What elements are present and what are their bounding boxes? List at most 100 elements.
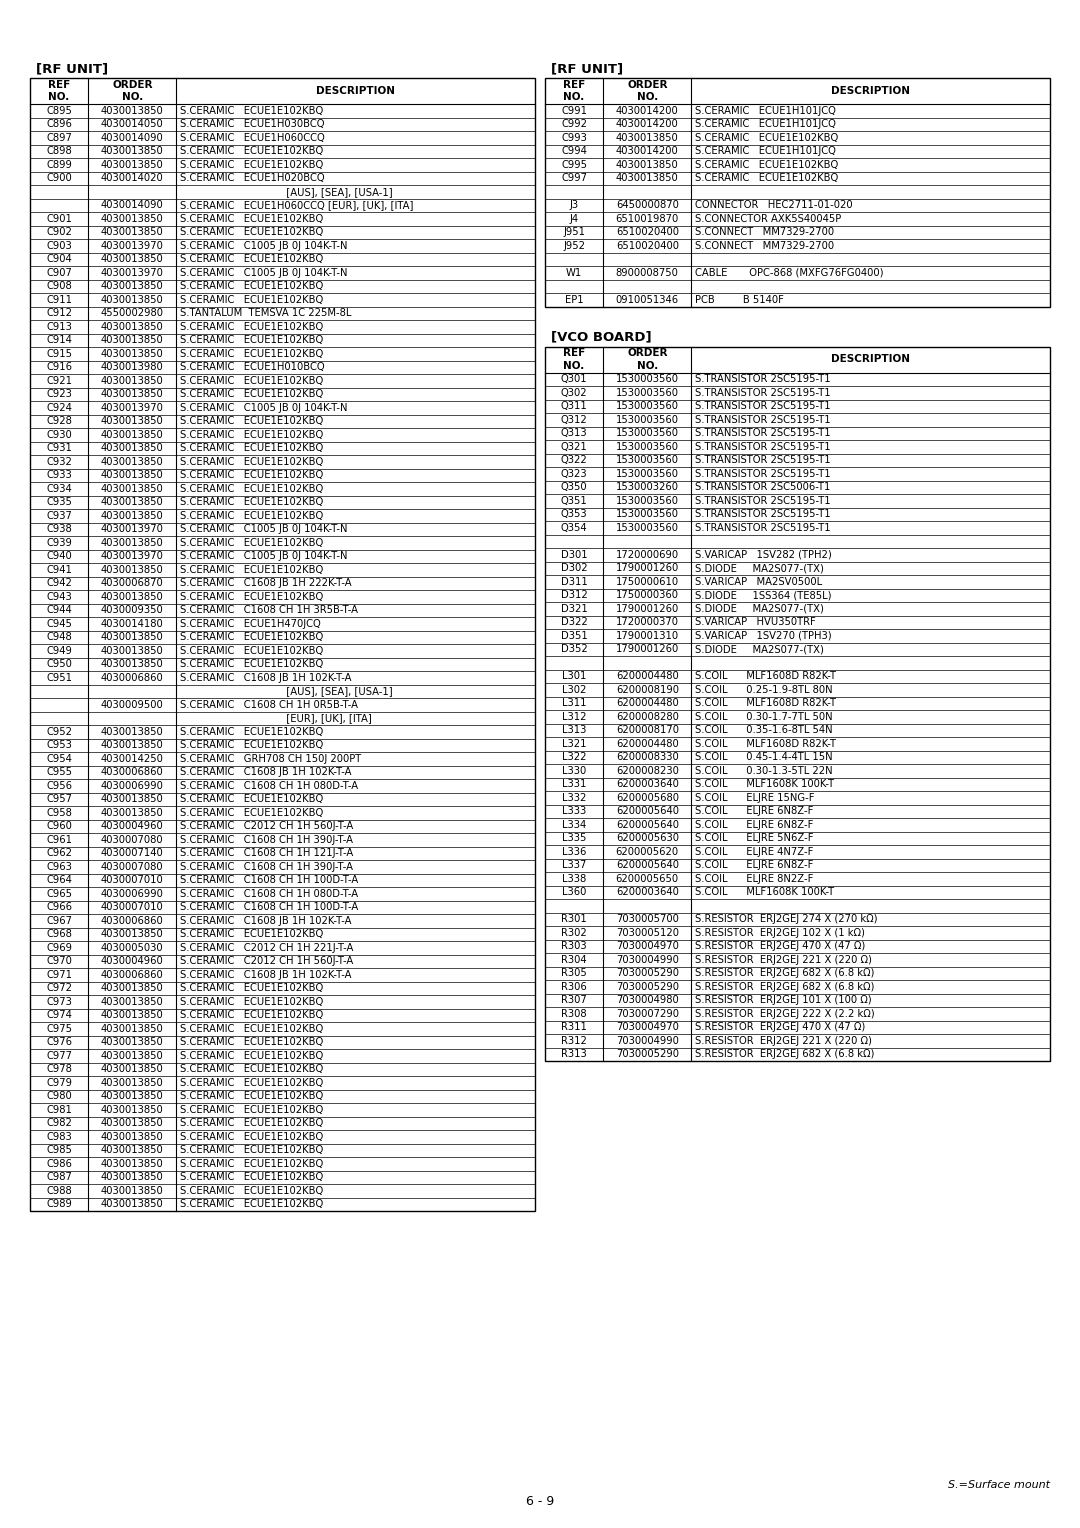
- Text: 4030007010: 4030007010: [100, 876, 164, 885]
- Text: S.RESISTOR  ERJ2GEJ 102 X (1 kΩ): S.RESISTOR ERJ2GEJ 102 X (1 kΩ): [696, 927, 865, 938]
- Text: S.VARICAP   MA2SV0500L: S.VARICAP MA2SV0500L: [696, 576, 823, 587]
- Text: C911: C911: [46, 295, 72, 304]
- Text: 4550002980: 4550002980: [100, 309, 164, 318]
- Text: 4030013850: 4030013850: [100, 457, 164, 466]
- Text: C900: C900: [46, 173, 72, 183]
- Text: S.TRANSISTOR 2SC5195-T1: S.TRANSISTOR 2SC5195-T1: [696, 523, 832, 533]
- Text: 4030013850: 4030013850: [100, 740, 164, 750]
- Text: C932: C932: [46, 457, 72, 466]
- Text: S.CERAMIC   C1005 JB 0J 104K-T-N: S.CERAMIC C1005 JB 0J 104K-T-N: [180, 241, 348, 251]
- Text: 4030005030: 4030005030: [100, 943, 163, 953]
- Text: R301: R301: [562, 914, 586, 924]
- Text: S.CERAMIC   ECUE1E102KBQ: S.CERAMIC ECUE1E102KBQ: [180, 322, 324, 332]
- Text: S.CERAMIC   C1608 CH 1H 3R5B-T-A: S.CERAMIC C1608 CH 1H 3R5B-T-A: [180, 605, 359, 616]
- Text: 4030006990: 4030006990: [100, 889, 164, 898]
- Text: R312: R312: [562, 1036, 586, 1045]
- Text: C961: C961: [46, 834, 72, 845]
- Text: 1530003560: 1530003560: [616, 388, 678, 397]
- Text: [RF UNIT]: [RF UNIT]: [551, 63, 623, 75]
- Text: 1530003560: 1530003560: [616, 455, 678, 465]
- Text: 1530003560: 1530003560: [616, 428, 678, 439]
- Text: 7030004990: 7030004990: [616, 1036, 678, 1045]
- Text: 4030006860: 4030006860: [100, 915, 164, 926]
- Text: Q350: Q350: [561, 483, 588, 492]
- Text: S.CERAMIC   GRH708 CH 150J 200PT: S.CERAMIC GRH708 CH 150J 200PT: [180, 753, 362, 764]
- Text: 4030013850: 4030013850: [100, 160, 164, 170]
- Text: C950: C950: [46, 659, 72, 669]
- Text: C931: C931: [46, 443, 72, 454]
- Text: REF
NO.: REF NO.: [563, 348, 585, 371]
- Text: 4030013850: 4030013850: [100, 1118, 164, 1128]
- Text: S.COIL      MLF1608K 100K-T: S.COIL MLF1608K 100K-T: [696, 888, 835, 897]
- Text: J951: J951: [563, 228, 585, 237]
- Text: 4030013970: 4030013970: [100, 524, 164, 535]
- Text: [RF UNIT]: [RF UNIT]: [36, 63, 108, 75]
- Text: S.CERAMIC   ECUE1E102KBQ: S.CERAMIC ECUE1E102KBQ: [180, 443, 324, 454]
- Text: S.RESISTOR  ERJ2GEJ 274 X (270 kΩ): S.RESISTOR ERJ2GEJ 274 X (270 kΩ): [696, 914, 878, 924]
- Text: C981: C981: [46, 1105, 72, 1115]
- Text: 7030007290: 7030007290: [616, 1008, 678, 1019]
- Text: 4030013850: 4030013850: [100, 1105, 164, 1115]
- Text: 4030013850: 4030013850: [100, 565, 164, 575]
- Text: C921: C921: [46, 376, 72, 385]
- Text: DESCRIPTION: DESCRIPTION: [316, 86, 395, 96]
- Text: S.RESISTOR  ERJ2GEJ 470 X (47 Ω): S.RESISTOR ERJ2GEJ 470 X (47 Ω): [696, 941, 866, 952]
- Text: C962: C962: [46, 848, 72, 859]
- Text: S.CERAMIC   ECUE1H101JCQ: S.CERAMIC ECUE1H101JCQ: [696, 147, 836, 156]
- Text: S.COIL      ELJRE 5N6Z-F: S.COIL ELJRE 5N6Z-F: [696, 833, 814, 843]
- Text: S.CERAMIC   ECUE1E102KBQ: S.CERAMIC ECUE1E102KBQ: [696, 133, 839, 142]
- Text: C938: C938: [46, 524, 72, 535]
- Text: 4030014200: 4030014200: [616, 147, 678, 156]
- Text: ORDER
NO.: ORDER NO.: [627, 79, 667, 102]
- Text: S.TRANSISTOR 2SC5195-T1: S.TRANSISTOR 2SC5195-T1: [696, 388, 832, 397]
- Text: C956: C956: [46, 781, 72, 792]
- Text: S.CERAMIC   ECUE1E102KBQ: S.CERAMIC ECUE1E102KBQ: [180, 538, 324, 547]
- Text: S.CERAMIC   ECUE1E102KBQ: S.CERAMIC ECUE1E102KBQ: [180, 1063, 324, 1074]
- Text: C954: C954: [46, 753, 72, 764]
- Text: S.CERAMIC   C1005 JB 0J 104K-T-N: S.CERAMIC C1005 JB 0J 104K-T-N: [180, 524, 348, 535]
- Text: S.CERAMIC   C1608 CH 1H 390J-T-A: S.CERAMIC C1608 CH 1H 390J-T-A: [180, 862, 353, 872]
- Text: 6200004480: 6200004480: [616, 671, 678, 681]
- Text: S.TRANSISTOR 2SC5195-T1: S.TRANSISTOR 2SC5195-T1: [696, 374, 832, 384]
- Text: C986: C986: [46, 1158, 72, 1169]
- Text: S.COIL      0.30-1.7-7TL 50N: S.COIL 0.30-1.7-7TL 50N: [696, 712, 833, 721]
- Text: 4030013850: 4030013850: [100, 322, 164, 332]
- Text: 4030014180: 4030014180: [100, 619, 164, 628]
- Text: D321: D321: [561, 604, 588, 614]
- Text: C997: C997: [561, 173, 588, 183]
- Text: 4030013850: 4030013850: [100, 1172, 164, 1183]
- Text: 4030006860: 4030006860: [100, 767, 164, 778]
- Text: 4030013850: 4030013850: [100, 510, 164, 521]
- Text: 1790001310: 1790001310: [616, 631, 679, 640]
- Text: S.CERAMIC   ECUE1E102KBQ: S.CERAMIC ECUE1E102KBQ: [180, 429, 324, 440]
- Text: 4030013850: 4030013850: [100, 348, 164, 359]
- Text: S.COIL      ELJRE 15NG-F: S.COIL ELJRE 15NG-F: [696, 793, 815, 802]
- Text: C971: C971: [46, 970, 72, 979]
- Text: C896: C896: [46, 119, 72, 130]
- Text: J952: J952: [563, 241, 585, 251]
- Text: 4030013850: 4030013850: [100, 659, 164, 669]
- Text: C934: C934: [46, 484, 72, 494]
- Text: S.CERAMIC   C2012 CH 1H 560J-T-A: S.CERAMIC C2012 CH 1H 560J-T-A: [180, 821, 354, 831]
- Text: 6 - 9: 6 - 9: [526, 1494, 554, 1508]
- Text: L338: L338: [562, 874, 586, 883]
- Text: C992: C992: [561, 119, 588, 130]
- Text: C964: C964: [46, 876, 72, 885]
- Text: D301: D301: [561, 550, 588, 559]
- Text: S.CERAMIC   ECUE1E102KBQ: S.CERAMIC ECUE1E102KBQ: [180, 565, 324, 575]
- Text: C908: C908: [46, 281, 72, 292]
- Text: 6510020400: 6510020400: [616, 228, 678, 237]
- Text: S.COIL      0.35-1.6-8TL 54N: S.COIL 0.35-1.6-8TL 54N: [696, 726, 833, 735]
- Text: S.RESISTOR  ERJ2GEJ 682 X (6.8 kΩ): S.RESISTOR ERJ2GEJ 682 X (6.8 kΩ): [696, 969, 875, 978]
- Text: 7030005120: 7030005120: [616, 927, 678, 938]
- Text: C948: C948: [46, 633, 72, 642]
- Text: S.CERAMIC   ECUE1E102KBQ: S.CERAMIC ECUE1E102KBQ: [180, 497, 324, 507]
- Text: S.CERAMIC   ECUE1E102KBQ: S.CERAMIC ECUE1E102KBQ: [696, 173, 839, 183]
- Text: C973: C973: [46, 996, 72, 1007]
- Text: S.CERAMIC   C1608 JB 1H 102K-T-A: S.CERAMIC C1608 JB 1H 102K-T-A: [180, 915, 352, 926]
- Text: L302: L302: [562, 685, 586, 695]
- Text: S.CERAMIC   C1608 JB 1H 222K-T-A: S.CERAMIC C1608 JB 1H 222K-T-A: [180, 578, 352, 588]
- Text: S.TRANSISTOR 2SC5006-T1: S.TRANSISTOR 2SC5006-T1: [696, 483, 831, 492]
- Text: 7030005290: 7030005290: [616, 969, 678, 978]
- Text: 4030013850: 4030013850: [100, 429, 164, 440]
